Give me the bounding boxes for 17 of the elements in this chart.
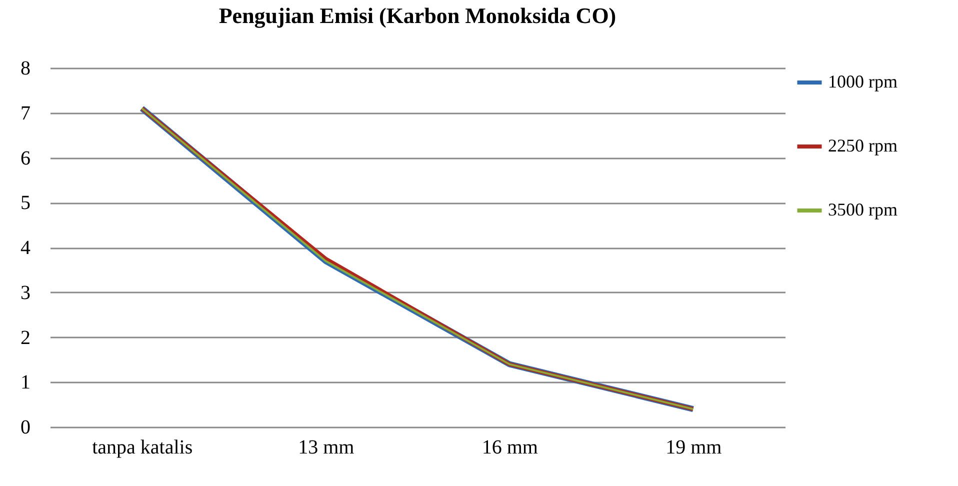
x-tick-label: tanpa katalis — [92, 436, 193, 458]
y-tick-label: 1 — [20, 372, 30, 394]
y-tick-label: 4 — [20, 237, 30, 259]
y-tick-label: 7 — [20, 102, 30, 124]
y-tick-label: 3 — [20, 282, 30, 304]
y-tick-label: 2 — [20, 326, 30, 349]
legend-label: 3500 rpm — [828, 200, 898, 220]
y-tick-label: 8 — [20, 58, 30, 80]
x-tick-label: 19 mm — [666, 436, 722, 458]
legend-label: 2250 rpm — [828, 136, 898, 156]
x-tick-label: 13 mm — [298, 436, 355, 458]
x-tick-label: 16 mm — [482, 436, 538, 458]
y-tick-label: 5 — [20, 192, 30, 214]
y-tick-label: 6 — [20, 147, 30, 170]
legend-label: 1000 rpm — [828, 72, 898, 92]
chart-title: Pengujian Emisi (Karbon Monoksida CO) — [218, 3, 616, 28]
y-tick-label: 0 — [20, 416, 30, 438]
